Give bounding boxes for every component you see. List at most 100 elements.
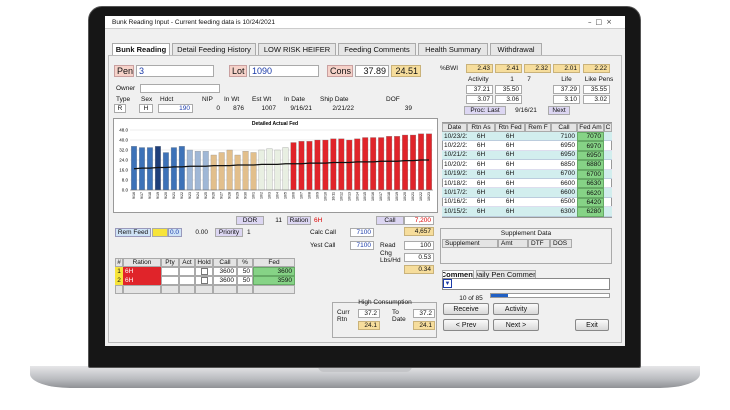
tab[interactable]: Health Summary [418,43,488,55]
history-cell: 10/18/21 [442,179,467,189]
high-to-label: To [392,309,399,316]
x-tick-label: 10/4 [276,192,280,199]
bar [258,149,265,191]
high-frame [332,302,437,338]
info-label: In Date [284,95,305,103]
x-tick-label: 10/2 [260,192,264,199]
x-tick-label: 9/25 [204,192,208,199]
priority-label: Priority [215,228,243,237]
bar [186,149,193,191]
lot-value: 1090 [249,65,319,77]
tab[interactable]: Detail Feeding History [172,43,256,55]
comment-tab[interactable]: Comment [442,270,474,278]
bwi-header: Like Pens [584,75,614,83]
hold-checkbox[interactable] [195,276,213,285]
progress-label: 10 of 85 [459,294,483,302]
ration-header: # [115,258,123,267]
history-cell: 6630 [577,179,604,189]
button[interactable]: Receive [443,303,489,315]
bwi-label: %BWI [440,65,459,72]
history-cell [525,150,551,161]
history-cell [604,132,612,142]
dropdown-icon[interactable]: ▼ [443,279,452,288]
ration-cell [179,267,195,276]
bwi-cell: 3.06 [495,95,522,104]
ration-label: Ration [287,216,311,225]
bar [146,147,153,191]
info-value: H [139,104,153,113]
bar [162,152,169,191]
button[interactable]: < Prev [443,319,489,331]
history-cell: 6H [495,169,525,179]
tab[interactable]: Withdrawal [490,43,542,55]
y-tick-label: 24.0 [119,158,128,163]
bwi-value: 2.01 [553,64,580,73]
high-to-label: Date [392,316,406,323]
rem-feed-swatch [152,228,168,237]
history-cell: 6H [495,141,525,151]
supplement-title: Supplement Data [500,230,552,237]
info-value: 876 [233,105,244,112]
ration-header: Ration [123,258,161,267]
tab[interactable]: Bunk Reading [112,43,170,55]
proc-label: Proc: Last [464,106,506,115]
bar [234,154,241,191]
dor-label: DOR [236,216,264,225]
button[interactable]: Exit [575,319,609,331]
hold-checkbox[interactable] [195,267,213,276]
bar [178,146,185,191]
bwi-cell: 3.02 [583,95,610,104]
history-cell [525,169,551,179]
bar [170,147,177,191]
ration-cell [123,285,161,294]
pen-value: 3 [136,65,214,77]
history-cell: 10/21/21 [442,150,467,161]
history-header: Call [551,123,577,132]
history-cell [525,132,551,142]
bwi-cell: 3.10 [553,95,580,104]
history-cell [525,207,551,217]
button[interactable]: Activity [493,303,539,315]
high-curr-label: Rtn [337,316,348,323]
history-cell [604,169,612,179]
x-tick-label: 9/23 [188,192,192,199]
tab[interactable]: Feeding Comments [338,43,416,55]
comment-box[interactable] [442,278,610,290]
history-cell: 6H [467,160,495,170]
button[interactable]: Next > [493,319,539,331]
chg-value: 0.53 [404,253,434,262]
high-to-value: 24.1 [413,321,435,330]
cons-value: 24.51 [391,65,421,77]
x-tick-label: 9/30 [244,192,248,199]
ration-cell: 3600 [213,276,237,285]
laptop-base [30,366,700,388]
info-label: In Wt [224,95,240,103]
x-tick-label: 9/18 [148,192,152,199]
x-tick-label: 10/9 [315,192,319,199]
proc-next[interactable]: Next [548,106,570,115]
ration-cell [179,276,195,285]
history-cell [604,150,612,161]
x-tick-label: 9/27 [220,192,224,199]
rem-feed-amount: 0.00 [195,229,208,236]
history-cell: 10/15/21 [442,207,467,217]
ration-cell [253,285,295,294]
rem-feed-value: 0.0 [168,228,182,237]
history-cell: 6950 [577,150,604,161]
bwi-header: 7 [527,75,531,83]
chart-title: Detailed Actual Fed [252,121,298,127]
window-controls[interactable]: –□× [588,18,616,26]
tab[interactable]: LOW RISK HEIFER [258,43,336,55]
info-value: 39 [404,105,412,112]
comment-tab[interactable]: Daily Pen Comment [476,270,536,278]
history-cell: 6950 [551,150,577,161]
history-cell: 6H [467,150,495,161]
high-title: High Consumption [358,298,412,306]
bwi-value: 2.43 [466,64,493,73]
rem-feed-label: Rem Feed [115,228,151,237]
x-tick-label: 9/22 [180,192,184,199]
lot-label: Lot [229,65,247,77]
chg-label: Chg [380,250,392,257]
x-tick-label: 10/13 [347,192,351,201]
history-cell [604,207,612,217]
